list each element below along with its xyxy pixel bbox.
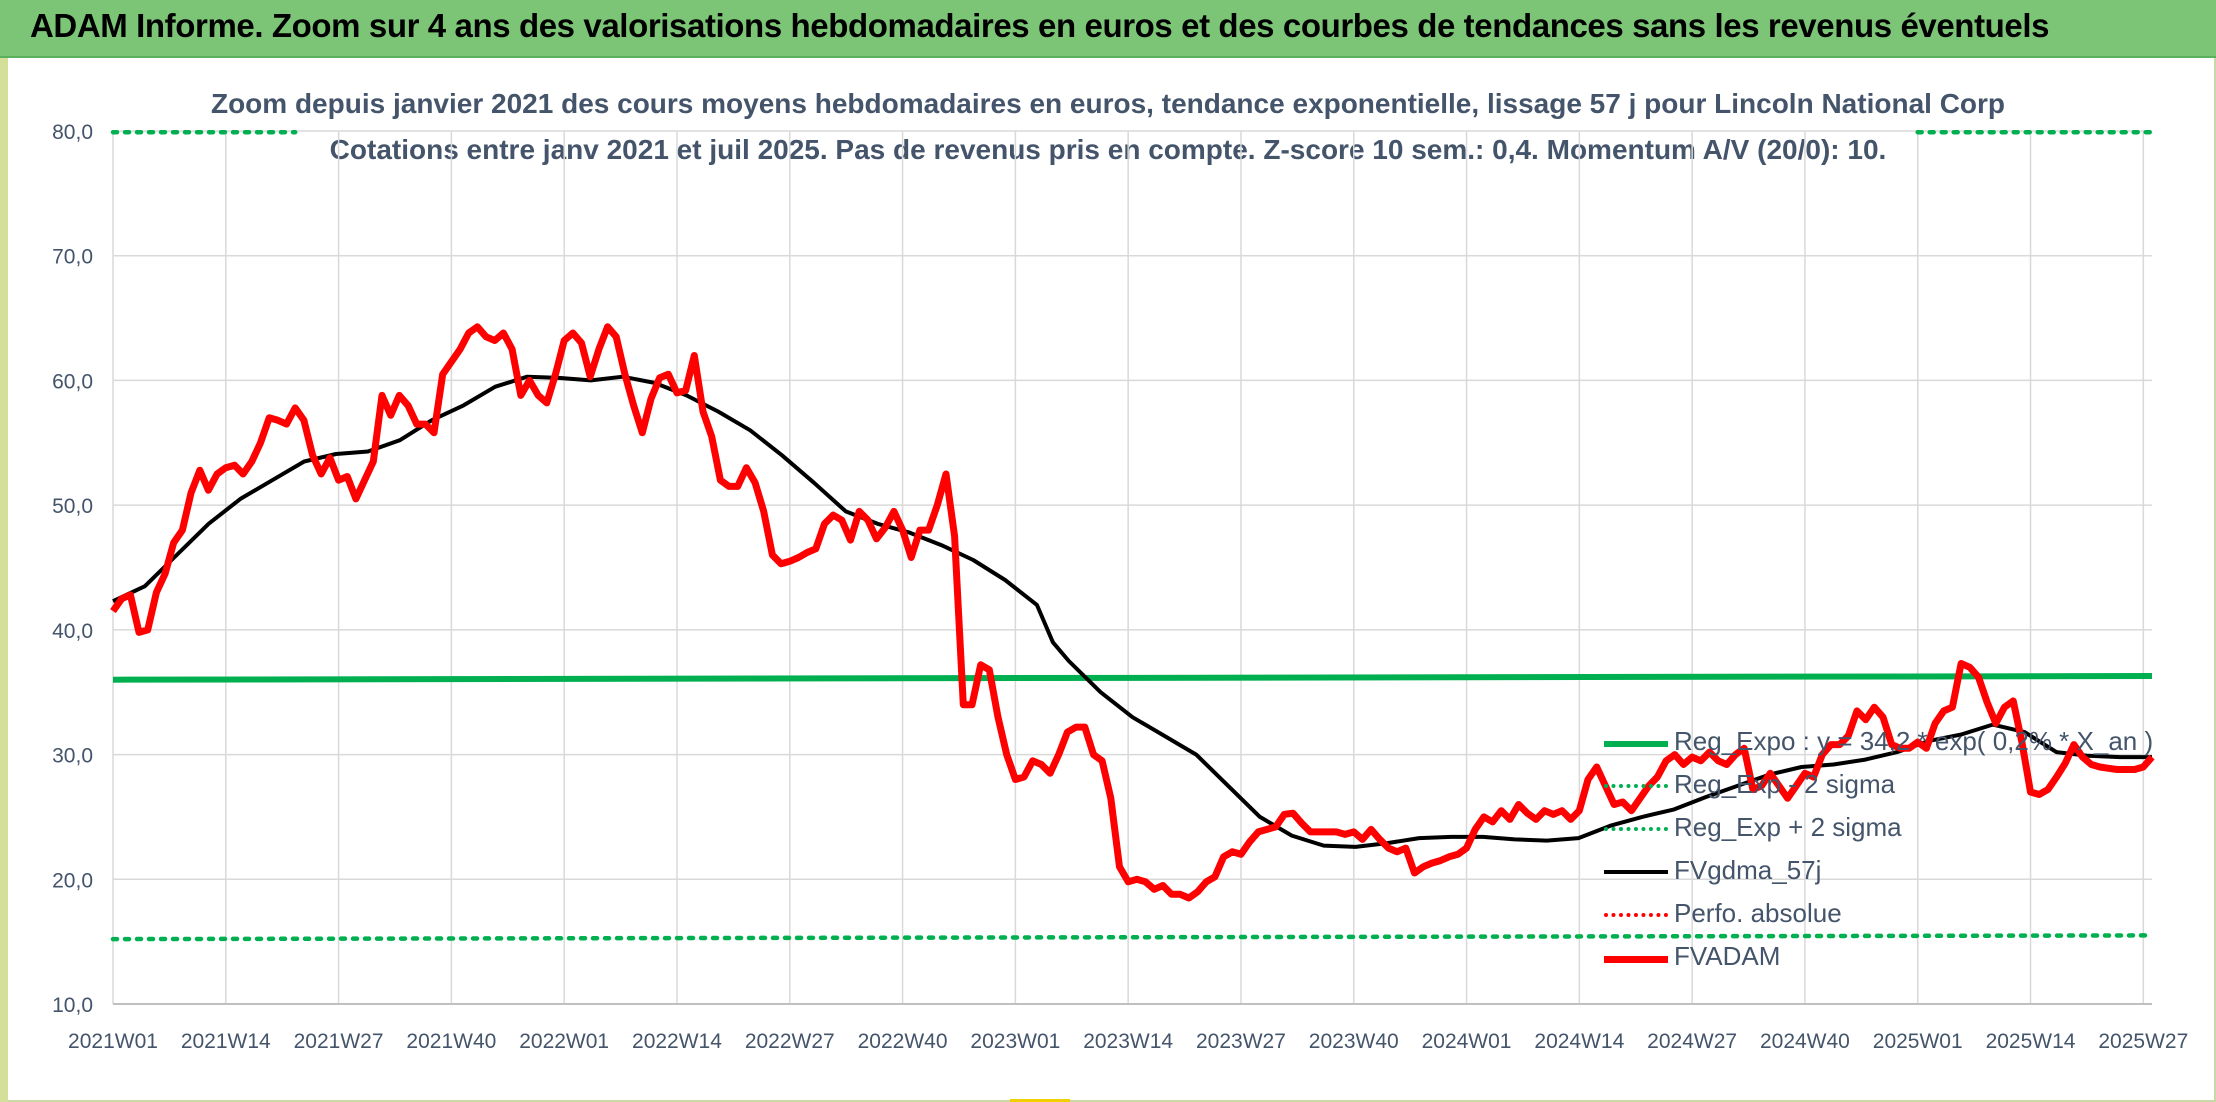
- series-line-0: [112, 673, 2153, 683]
- x-tick-label: 2023W01: [970, 1030, 1060, 1053]
- x-tick-label: 2021W14: [181, 1030, 271, 1053]
- x-tick-label: 2024W40: [1760, 1030, 1850, 1053]
- legend-label: FVADAM: [1674, 941, 1781, 971]
- legend-swatch: [1604, 870, 1668, 874]
- legend-swatch: [1604, 741, 1668, 747]
- x-tick-label: 2023W40: [1309, 1030, 1399, 1053]
- x-tick-label: 2024W01: [1422, 1030, 1512, 1053]
- legend-swatch: [1604, 827, 1668, 831]
- y-tick-label: 40,0: [52, 620, 93, 643]
- series-line-1: [110, 933, 2155, 942]
- x-tick-label: 2021W27: [294, 1030, 384, 1053]
- x-tick-label: 2024W14: [1534, 1030, 1624, 1053]
- x-tick-label: 2025W01: [1873, 1030, 1963, 1053]
- left-accent-strip: [0, 58, 8, 1102]
- legend-label: Reg_Exp - 2 sigma: [1674, 769, 1896, 799]
- x-tick-label: 2021W40: [406, 1030, 496, 1053]
- chart-series: [110, 129, 2155, 942]
- legend-label: Reg_Exp + 2 sigma: [1674, 812, 1902, 842]
- y-tick-label: 80,0: [52, 121, 93, 144]
- legend-item: Perfo. absolue: [1602, 894, 2122, 934]
- x-tick-label: 2023W27: [1196, 1030, 1286, 1053]
- legend-item: Reg_Expo : y = 34,2 * exp( 0,2% * X_an ): [1602, 722, 2153, 762]
- chart-subtitle: Cotations entre janv 2021 et juil 2025. …: [329, 134, 1887, 165]
- legend-swatch: [1604, 913, 1668, 917]
- y-tick-label: 20,0: [52, 869, 93, 892]
- legend-label: Perfo. absolue: [1674, 898, 1842, 928]
- series-line-5: [110, 323, 2155, 902]
- legend-label: Reg_Expo : y = 34,2 * exp( 0,2% * X_an ): [1674, 726, 2154, 756]
- x-tick-label: 2022W27: [745, 1030, 835, 1053]
- bottom-accent-mark: [1010, 1099, 1070, 1102]
- x-tick-label: 2024W27: [1647, 1030, 1737, 1053]
- report-title: ADAM Informe. Zoom sur 4 ans des valoris…: [30, 7, 2050, 44]
- x-tick-label: 2022W14: [632, 1030, 722, 1053]
- legend-item: FVADAM: [1602, 937, 2122, 977]
- x-tick-label: 2025W14: [1986, 1030, 2076, 1053]
- y-tick-label: 10,0: [52, 994, 93, 1017]
- x-tick-label: 2022W40: [858, 1030, 948, 1053]
- legend-swatch: [1604, 784, 1668, 788]
- y-tick-label: 60,0: [52, 370, 93, 393]
- chart-axes: 10,0 20,0 30,0 40,0 50,0 60,0 70,0 80,0 2021W01 2…: [52, 121, 2188, 1053]
- y-tick-label: 70,0: [52, 246, 93, 269]
- report-banner: ADAM Informe. Zoom sur 4 ans des valoris…: [0, 0, 2216, 58]
- series-line-3: [112, 374, 2152, 849]
- x-tick-label: 2021W01: [68, 1030, 158, 1053]
- x-tick-label: 2023W14: [1083, 1030, 1173, 1053]
- legend-item: FVgdma_57j: [1602, 851, 2122, 891]
- legend-swatch: [1604, 956, 1668, 963]
- y-tick-label: 30,0: [52, 745, 93, 768]
- x-tick-label: 2025W27: [2098, 1030, 2188, 1053]
- y-tick-label: 50,0: [52, 495, 93, 518]
- chart-title: Zoom depuis janvier 2021 des cours moyen…: [210, 88, 2006, 119]
- legend-label: FVgdma_57j: [1674, 855, 1822, 885]
- legend-item: Reg_Exp - 2 sigma: [1602, 765, 2122, 805]
- legend-item: Reg_Exp + 2 sigma: [1602, 808, 2122, 848]
- x-tick-label: 2022W01: [519, 1030, 609, 1053]
